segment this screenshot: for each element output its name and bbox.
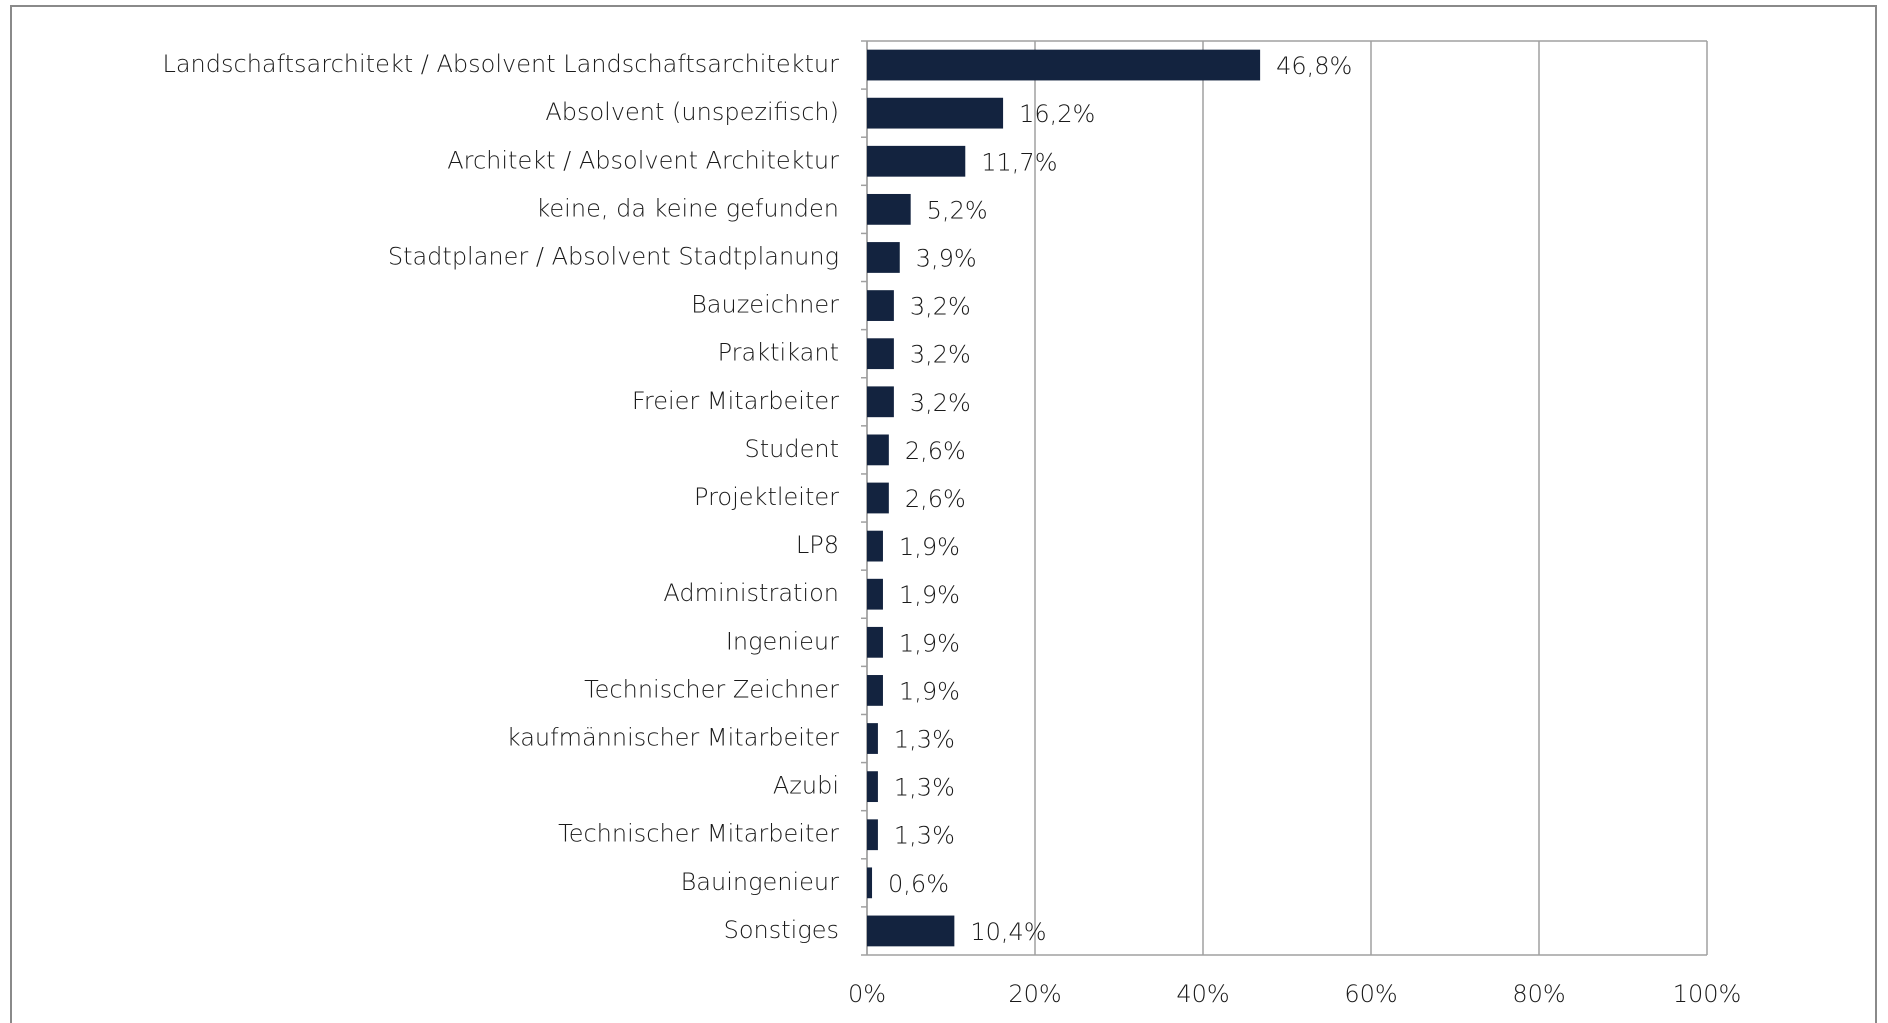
bar [867, 97, 1004, 129]
bar [867, 626, 883, 658]
y-tick-label: Absolvent (unspezifisch) [545, 98, 839, 126]
chart-border [10, 5, 1877, 1023]
x-tick-label: 80% [1512, 980, 1565, 1008]
bar [867, 193, 911, 225]
value-label: 2,6% [905, 485, 966, 513]
y-tick-label: LP8 [796, 531, 839, 559]
value-label: 1,3% [894, 726, 955, 754]
x-tick-label: 40% [1176, 980, 1229, 1008]
value-label: 3,9% [916, 244, 977, 272]
y-tick-label: Praktikant [718, 339, 839, 367]
y-tick-label: kaufmännischer Mitarbeiter [507, 724, 839, 752]
bar [867, 675, 883, 706]
value-label: 3,2% [910, 293, 971, 321]
y-tick-label: keine, da keine gefunden [536, 194, 839, 222]
y-tick-label: Administration [663, 579, 839, 607]
x-tick-label: 100% [1673, 980, 1742, 1008]
bar [867, 482, 889, 514]
value-label: 46,8% [1276, 52, 1352, 80]
value-label: 3,2% [910, 389, 971, 417]
bar [867, 386, 894, 418]
y-tick-label: Freier Mitarbeiter [632, 387, 839, 415]
bar [867, 723, 878, 754]
value-label: 1,3% [894, 822, 955, 850]
y-tick-label: Azubi [773, 772, 839, 800]
bar [867, 819, 878, 851]
bar [867, 915, 955, 947]
y-tick-label: Architekt / Absolvent Architektur [447, 146, 839, 174]
y-tick-label: Sonstiges [724, 916, 839, 944]
y-tick-label: Student [745, 435, 839, 463]
value-label: 5,2% [927, 196, 988, 224]
y-tick-label: Bauzeichner [691, 291, 839, 319]
x-tick-label: 20% [1008, 980, 1061, 1008]
bar [867, 578, 883, 610]
value-label: 0,6% [888, 870, 949, 898]
value-label: 16,2% [1019, 100, 1095, 128]
y-tick-label: Ingenieur [726, 627, 839, 655]
bar [867, 771, 878, 803]
value-label: 2,6% [905, 437, 966, 465]
y-tick-label: Stadtplaner / Absolvent Stadtplanung [388, 242, 839, 270]
value-label: 11,7% [981, 148, 1057, 176]
x-tick-label: 60% [1344, 980, 1397, 1008]
bar [867, 338, 894, 370]
bar [867, 867, 873, 899]
value-label: 1,9% [899, 533, 960, 561]
bar [867, 145, 966, 177]
y-tick-label: Projektleiter [694, 483, 839, 511]
y-tick-label: Bauingenieur [681, 868, 840, 896]
bar [867, 49, 1261, 81]
value-label: 1,3% [894, 774, 955, 802]
value-label: 1,9% [899, 581, 960, 609]
value-label: 1,9% [899, 629, 960, 657]
y-tick-label: Technischer Zeichner [584, 675, 839, 703]
value-label: 10,4% [970, 918, 1046, 946]
y-tick-label: Landschaftsarchitekt / Absolvent Landsch… [162, 50, 839, 78]
bar [867, 242, 900, 273]
bar [867, 530, 883, 562]
x-tick-label: 0% [848, 980, 886, 1008]
bar [867, 434, 889, 466]
value-label: 3,2% [910, 341, 971, 369]
value-label: 1,9% [899, 677, 960, 705]
y-tick-label: Technischer Mitarbeiter [558, 820, 839, 848]
bar [867, 290, 894, 321]
